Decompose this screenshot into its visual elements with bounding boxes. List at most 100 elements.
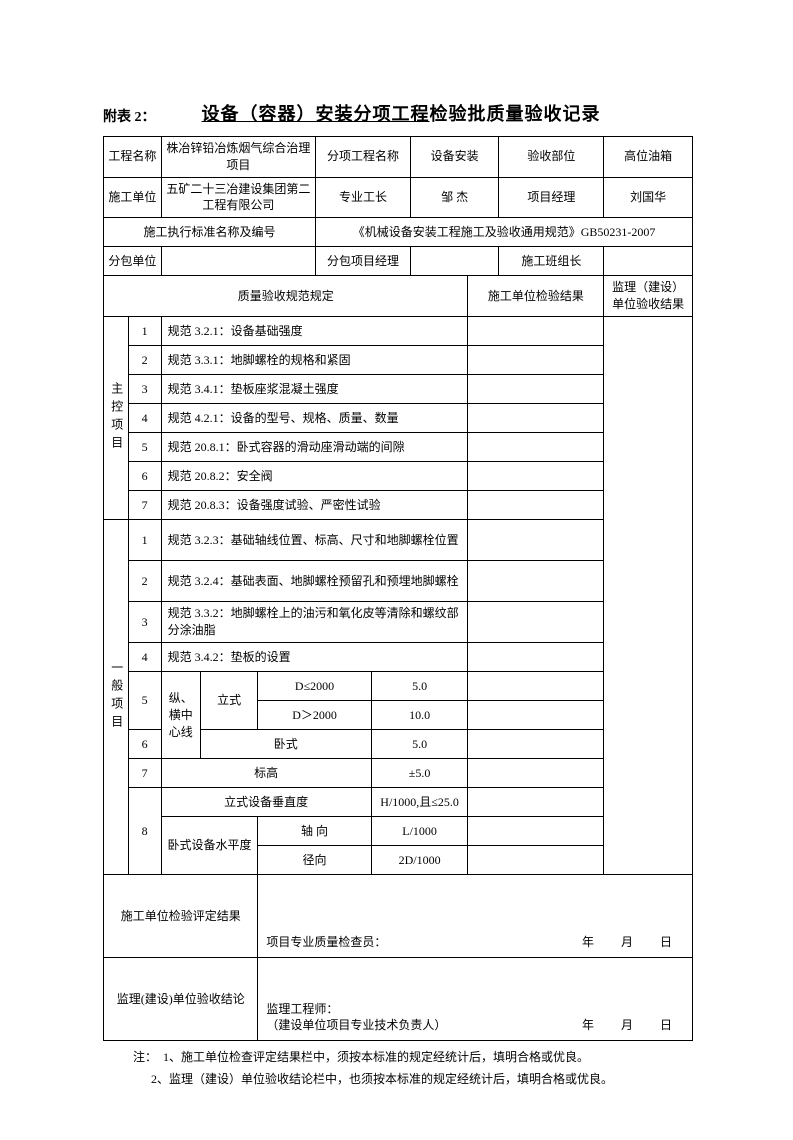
spec: 规范 20.8.1：卧式容器的滑动座滑动端的间隙	[161, 433, 468, 462]
spec: 规范 3.2.3：基础轴线位置、标高、尺寸和地脚螺栓位置	[161, 520, 468, 561]
row-project: 工程名称 株冶锌铅冶炼烟气综合治理项目 分项工程名称 设备安装 验收部位 高位油…	[104, 137, 693, 178]
cell: D＞2000	[258, 701, 371, 730]
footer-1: 施工单位检验评定结果 项目专业质量检查员：年 月 日	[104, 875, 693, 958]
num: 1	[128, 520, 161, 561]
main-label: 主控项目	[104, 317, 129, 520]
gen-label: 一般项目	[104, 520, 129, 875]
res1	[468, 404, 604, 433]
res1	[468, 759, 604, 788]
row-sub: 分包单位 分包项目经理 施工班组长	[104, 247, 693, 276]
num: 7	[128, 491, 161, 520]
num: 1	[128, 317, 161, 346]
val: H/1000,且≤25.0	[371, 788, 468, 817]
res1	[468, 788, 604, 817]
footer-2: 监理(建设)单位验收结论 监理工程师： （建设单位项目专业技术负责人）年 月 日	[104, 958, 693, 1041]
res1	[468, 375, 604, 404]
spec: 规范 3.4.2：垫板的设置	[161, 643, 468, 672]
cell: 轴 向	[258, 817, 371, 846]
num: 7	[128, 759, 161, 788]
val	[161, 247, 315, 276]
foot2-label: 监理(建设)单位验收结论	[104, 958, 258, 1041]
th-res1: 施工单位检验结果	[468, 276, 604, 317]
cell: 立式	[200, 672, 258, 730]
val: 刘国华	[604, 177, 693, 218]
res1	[468, 602, 604, 643]
lbl: 分项工程名称	[316, 137, 411, 178]
val: 10.0	[371, 701, 468, 730]
lbl: 施工单位	[104, 177, 162, 218]
val: 2D/1000	[371, 846, 468, 875]
num: 4	[128, 404, 161, 433]
th-spec: 质量验收规范规定	[104, 276, 468, 317]
spec: 规范 3.2.1：设备基础强度	[161, 317, 468, 346]
page-title: 设备（容器）安装分项工程检验批质量验收记录	[202, 100, 601, 126]
row-construction: 施工单位 五矿二十三冶建设集团第二工程有限公司 专业工长 邹 杰 项目经理 刘国…	[104, 177, 693, 218]
val: 设备安装	[410, 137, 499, 178]
num: 6	[128, 462, 161, 491]
val: L/1000	[371, 817, 468, 846]
spec: 规范 4.2.1：设备的型号、规格、质量、数量	[161, 404, 468, 433]
num: 5	[128, 672, 161, 730]
res1	[468, 730, 604, 759]
res1	[468, 701, 604, 730]
cell: 径向	[258, 846, 371, 875]
res1	[468, 520, 604, 561]
attach-label: 附表 2：	[103, 106, 156, 126]
num: 5	[128, 433, 161, 462]
foot1-sig: 项目专业质量检查员：年 月 日	[258, 875, 693, 958]
main-row: 主控项目 1 规范 3.2.1：设备基础强度	[104, 317, 693, 346]
record-table: 工程名称 株冶锌铅冶炼烟气综合治理项目 分项工程名称 设备安装 验收部位 高位油…	[103, 136, 693, 1041]
res1	[468, 561, 604, 602]
val: 《机械设备安装工程施工及验收通用规范》GB50231-2007	[316, 218, 693, 247]
val: 邹 杰	[410, 177, 499, 218]
lbl: 项目经理	[499, 177, 604, 218]
cell: 纵、横中心线	[161, 672, 200, 759]
num: 2	[128, 561, 161, 602]
val: 五矿二十三冶建设集团第二工程有限公司	[161, 177, 315, 218]
val: 高位油箱	[604, 137, 693, 178]
num: 2	[128, 346, 161, 375]
row-standard: 施工执行标准名称及编号 《机械设备安装工程施工及验收通用规范》GB50231-2…	[104, 218, 693, 247]
foot1-label: 施工单位检验评定结果	[104, 875, 258, 958]
lbl: 分包项目经理	[316, 247, 411, 276]
lbl: 验收部位	[499, 137, 604, 178]
spec: 规范 3.3.2：地脚螺栓上的油污和氧化皮等清除和螺纹部分涂油脂	[161, 602, 468, 643]
val: 株冶锌铅冶炼烟气综合治理项目	[161, 137, 315, 178]
spec: 规范 3.2.4：基础表面、地脚螺栓预留孔和预埋地脚螺栓	[161, 561, 468, 602]
lbl: 分包单位	[104, 247, 162, 276]
cell: 卧式设备水平度	[161, 817, 258, 875]
th-res2: 监理（建设）单位验收结果	[604, 276, 693, 317]
lbl: 施工班组长	[499, 247, 604, 276]
spec: 规范 20.8.2：安全阀	[161, 462, 468, 491]
val	[604, 247, 693, 276]
spec: 规范 20.8.3：设备强度试验、严密性试验	[161, 491, 468, 520]
cell: D≤2000	[258, 672, 371, 701]
spec: 规范 3.3.1：地脚螺栓的规格和紧固	[161, 346, 468, 375]
res1	[468, 817, 604, 846]
lbl: 专业工长	[316, 177, 411, 218]
res1	[468, 433, 604, 462]
cell: 标高	[161, 759, 371, 788]
cell: 卧式	[200, 730, 371, 759]
res1	[468, 462, 604, 491]
val: ±5.0	[371, 759, 468, 788]
res1	[468, 491, 604, 520]
res1	[468, 672, 604, 701]
num: 3	[128, 602, 161, 643]
num: 3	[128, 375, 161, 404]
num: 4	[128, 643, 161, 672]
res1	[468, 346, 604, 375]
res1	[468, 317, 604, 346]
spec: 规范 3.4.1：垫板座浆混凝土强度	[161, 375, 468, 404]
res1	[468, 643, 604, 672]
lbl: 施工执行标准名称及编号	[104, 218, 316, 247]
val: 5.0	[371, 730, 468, 759]
foot2-sig: 监理工程师： （建设单位项目专业技术负责人）年 月 日	[258, 958, 693, 1041]
val: 5.0	[371, 672, 468, 701]
res2	[604, 317, 693, 875]
val	[410, 247, 499, 276]
num: 6	[128, 730, 161, 759]
row-header: 质量验收规范规定 施工单位检验结果 监理（建设）单位验收结果	[104, 276, 693, 317]
notes: 注： 1、施工单位检查评定结果栏中，须按本标准的规定经统计后，填明合格或优良。 …	[133, 1047, 693, 1090]
lbl: 工程名称	[104, 137, 162, 178]
